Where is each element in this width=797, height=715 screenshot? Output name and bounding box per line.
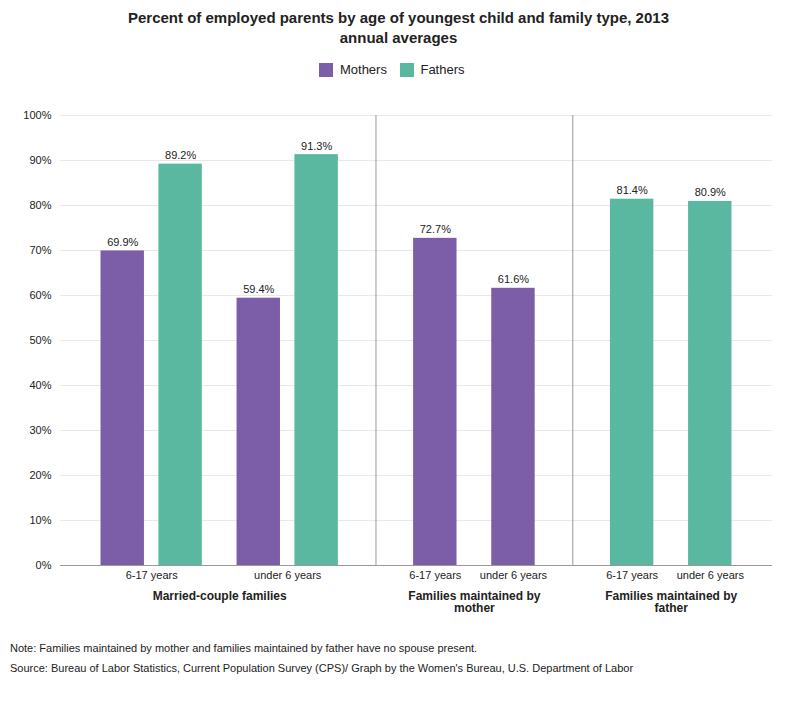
svg-text:0%: 0% [36,559,52,571]
svg-text:Families maintained byfather: Families maintained byfather [605,589,737,615]
svg-text:72.7%: 72.7% [420,223,451,235]
html-text:Note: Families maintained by m: Note: Families maintained by mother and … [10,641,478,654]
svg-text:Married-couple families: Married-couple families [153,589,287,603]
svg-text:90%: 90% [29,154,51,166]
svg-text:30%: 30% [29,424,51,436]
html-text:Percent of employed parents by: Percent of employed parents by age of yo… [128,9,669,46]
svg-text:20%: 20% [29,469,51,481]
svg-text:under 6 years: under 6 years [480,569,548,581]
svg-text:60%: 60% [29,289,51,301]
html-text:Source: Bureau of Labor Statis: Source: Bureau of Labor Statistics, Curr… [10,661,634,674]
html-text:Fathers: Fathers [420,62,465,77]
svg-text:91.3%: 91.3% [301,139,332,151]
svg-text:59.4%: 59.4% [243,283,274,295]
svg-text:100%: 100% [23,109,51,121]
svg-text:under 6 years: under 6 years [254,569,322,581]
svg-text:80%: 80% [29,199,51,211]
svg-text:10%: 10% [29,514,51,526]
svg-text:40%: 40% [29,379,51,391]
svg-text:69.9%: 69.9% [107,235,138,247]
svg-text:6-17 years: 6-17 years [606,569,658,581]
svg-text:80.9%: 80.9% [695,186,726,198]
svg-text:70%: 70% [29,244,51,256]
svg-text:61.6%: 61.6% [498,273,529,285]
svg-text:6-17 years: 6-17 years [126,569,178,581]
svg-text:Families maintained bymother: Families maintained bymother [408,589,540,615]
html-text:Mothers: Mothers [340,62,387,77]
svg-text:under 6 years: under 6 years [677,569,745,581]
svg-text:6-17 years: 6-17 years [409,569,461,581]
svg-text:50%: 50% [29,334,51,346]
svg-text:89.2%: 89.2% [165,149,196,161]
svg-text:81.4%: 81.4% [617,184,648,196]
